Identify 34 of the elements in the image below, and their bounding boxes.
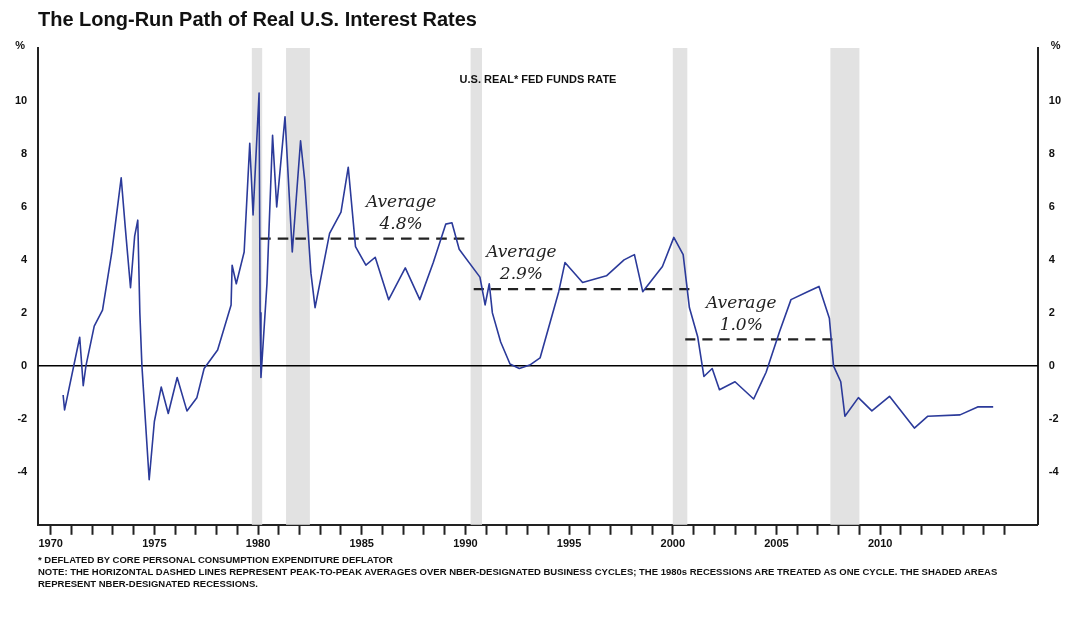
y2-tick-label: 0 (1048, 358, 1055, 371)
text: * DEFLATED BY CORE PERSONAL CONSUMPTION EXPENDITURE DEFLATOR (38, 554, 394, 566)
x-tick-label: 1995 (556, 537, 582, 550)
y-tick-label: 4 (21, 252, 29, 265)
y2-tick-label: 8 (1048, 146, 1055, 159)
chart-title: The Long-Run Path of Real U.S. Interest Rates (37, 8, 478, 32)
y-tick-label: -4 (17, 464, 29, 477)
y2-tick-label: 10 (1048, 94, 1062, 107)
x-tick-label: 1970 (38, 537, 63, 550)
y-tick-label: 6 (21, 199, 28, 212)
annotation: Average 4.8% (363, 191, 437, 234)
y2-tick-label: 4 (1048, 252, 1056, 265)
y2-axis-title: % (1050, 39, 1061, 52)
y-tick-label: 2 (21, 305, 28, 318)
y-tick-label: 0 (21, 358, 28, 371)
x-tick-label: 2000 (660, 537, 686, 550)
y-tick-label: -2 (17, 411, 28, 424)
x-tick-label: 2010 (867, 537, 893, 550)
y2-tick-label: -4 (1048, 464, 1060, 477)
y2-tick-label: -2 (1048, 411, 1059, 424)
x-tick-label: 1985 (349, 537, 374, 550)
y-tick-label: 8 (21, 146, 28, 159)
y2-tick-label: 2 (1048, 305, 1055, 318)
annotation: Average 2.9% (484, 241, 557, 284)
y2-tick-label: 6 (1048, 199, 1055, 212)
text: NOTE: THE HORIZONTAL DASHED LINES REPRESENT PEAK-TO-PEAK AVERAGES OVER NBER-DESIGNATED BUSINESS CYCLES; THE 1980s RECESSIONS ARE TREATED AS ONE CYCLE. THE SHADED AREAS REPRESENT NBER-DESIGNATED RECESSIONS. (38, 566, 999, 590)
y-tick-label: 10 (14, 94, 28, 107)
x-tick-label: 1975 (142, 537, 167, 550)
x-tick-label: 1980 (245, 537, 271, 550)
annotation: Average 1.0% (703, 291, 777, 334)
x-tick-label: 2005 (764, 537, 789, 550)
text: U.S. REAL* FED FUNDS RATE (459, 73, 617, 86)
y-axis-title: % (15, 39, 26, 52)
x-tick-label: 1990 (453, 537, 478, 550)
